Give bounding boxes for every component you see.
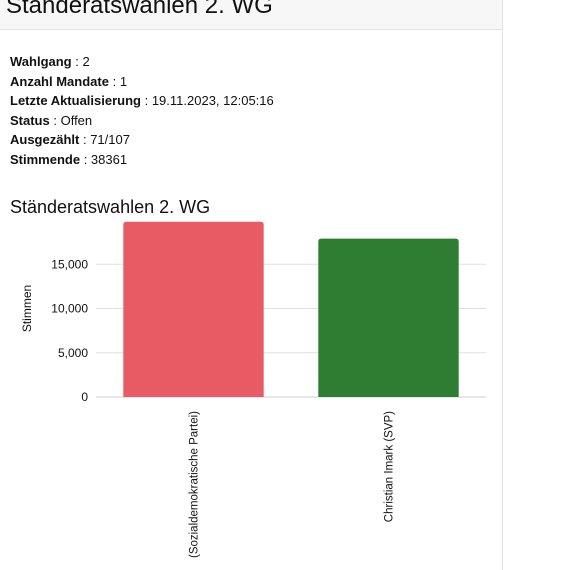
info-separator: : <box>140 93 152 108</box>
info-separator: : <box>71 54 83 69</box>
info-value: 2 <box>82 54 90 69</box>
info-list: Wahlgang : 2 Anzahl Mandate : 1 Letzte A… <box>10 52 274 169</box>
card-header: Ständeratswahlen 2. WG <box>0 0 502 30</box>
info-value: 71/107 <box>90 132 130 147</box>
info-row-status: Status : Offen <box>10 111 274 131</box>
info-separator: : <box>108 73 120 89</box>
info-separator: : <box>80 151 91 167</box>
y-tick-label: 15,000 <box>51 257 88 271</box>
info-row-wahlgang: Wahlgang : 2 <box>10 52 274 72</box>
info-label: Ausgezählt <box>10 132 80 147</box>
info-label: Letzte Aktualisierung <box>10 93 141 108</box>
y-tick-label: 0 <box>81 390 88 404</box>
info-label: Anzahl Mandate <box>10 73 109 89</box>
info-row-anzahl-mandate: Anzahl Mandate : 1 <box>10 72 274 92</box>
info-value: 38361 <box>90 151 128 167</box>
x-tick-label: Christian Imark (SVP) <box>384 411 396 522</box>
info-value: 1 <box>119 73 128 89</box>
bar-chart: 0 5,000 10,000 15,000 Stimmen (Sozialdemokrat… <box>20 221 486 558</box>
y-tick-label: 10,000 <box>51 302 88 316</box>
result-card: Ständeratswahlen 2. WG Wahlgang : 2 Anza… <box>0 0 503 570</box>
info-label: Wahlgang <box>10 54 72 69</box>
info-separator: : <box>49 112 61 128</box>
info-separator: : <box>79 132 91 147</box>
info-row-ausgezaehlt: Ausgezählt : 71/107 <box>10 130 274 150</box>
info-row-stimmende: Stimmende : 38361 <box>10 150 274 170</box>
bar <box>318 238 459 397</box>
page-title: Ständeratswahlen 2. WG <box>6 0 273 19</box>
info-label: Status <box>10 112 50 128</box>
info-value: Offen <box>60 112 93 128</box>
info-row-letzte-aktualisierung: Letzte Aktualisierung : 19.11.2023, 12:0… <box>10 91 274 111</box>
chart-title: Ständeratswahlen 2. WG <box>10 197 211 217</box>
bar <box>123 221 264 397</box>
info-label: Stimmende <box>10 151 81 167</box>
x-tick-label: (Sozialdemokratische Partei) <box>189 411 201 558</box>
info-value: 19.11.2023, 12:05:16 <box>151 93 274 108</box>
y-tick-label: 5,000 <box>58 346 88 360</box>
y-axis-label: Stimmen <box>20 285 34 332</box>
